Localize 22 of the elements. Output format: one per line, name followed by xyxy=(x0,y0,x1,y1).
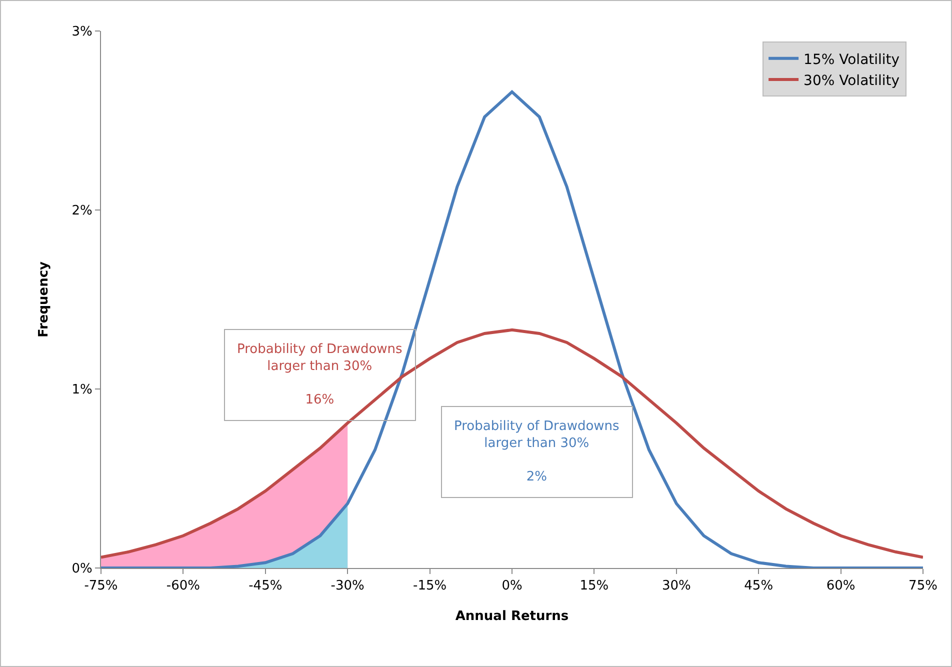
x-tick-label: -45% xyxy=(248,578,282,594)
y-tick-label: 2% xyxy=(72,204,92,219)
y-tick-label: 0% xyxy=(72,562,92,577)
x-tick-label: -75% xyxy=(84,578,118,594)
x-tick-label: 30% xyxy=(662,578,691,594)
x-axis-title: Annual Returns xyxy=(455,609,569,624)
text: Probability of Drawdowns larger than 30% 2% xyxy=(454,419,620,485)
text: Probability of Drawdowns larger than 30% 16% xyxy=(237,342,402,408)
x-tick-label: 0% xyxy=(502,578,522,594)
x-tick-label: -60% xyxy=(166,578,200,594)
y-tick-label: 3% xyxy=(72,24,92,40)
line-series xyxy=(101,328,923,559)
x-tick-label: -30% xyxy=(330,578,364,594)
y-tick-label: 1% xyxy=(72,382,92,398)
legend-label: 15% Volatility xyxy=(804,52,900,68)
x-tick-label: 45% xyxy=(744,578,774,594)
legend-label: 30% Volatility xyxy=(804,73,900,89)
x-tick-label: 75% xyxy=(908,578,938,594)
x-tick-label: -15% xyxy=(413,578,447,594)
x-tick-label: 60% xyxy=(826,578,856,594)
x-tick-label: 15% xyxy=(580,578,609,594)
y-axis-title: Frequency xyxy=(36,260,52,338)
